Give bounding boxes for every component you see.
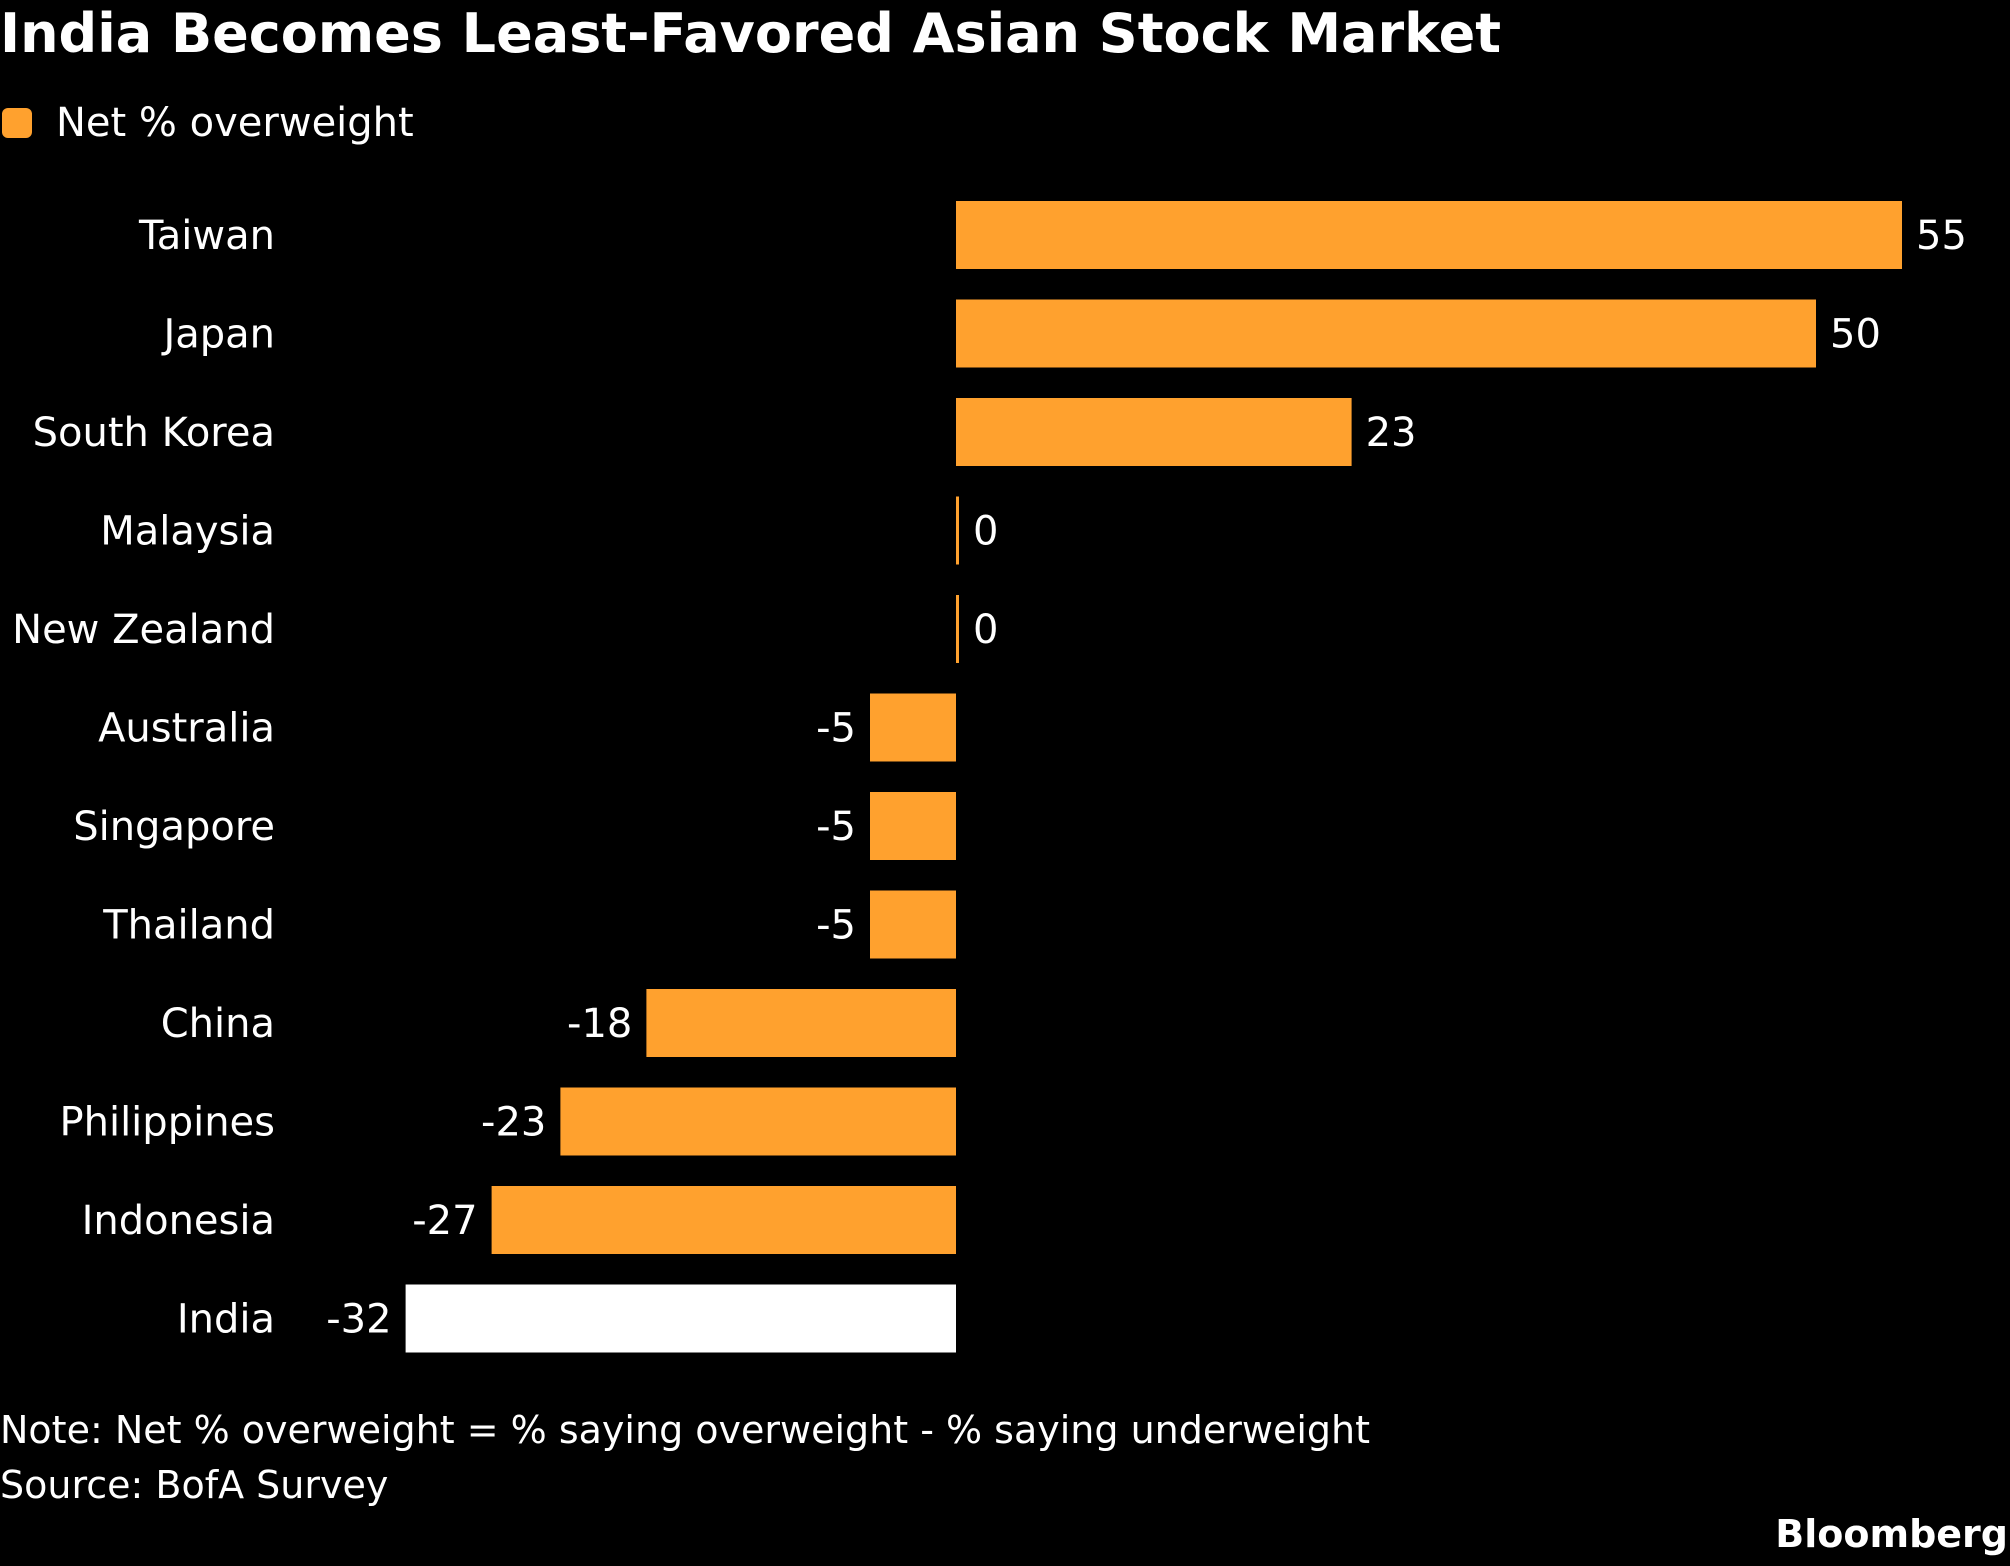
value-label-singapore: -5	[816, 804, 856, 850]
bar-singapore	[870, 792, 956, 860]
value-label-thailand: -5	[816, 903, 856, 949]
bar-thailand	[870, 890, 956, 959]
bar-chart: Taiwan 55 Japan 50 South Korea 23 Malaysia 0 New…	[12, 201, 1967, 1353]
bar-japan	[956, 299, 1816, 368]
bar-malaysia	[956, 496, 959, 565]
value-label-philippines: -23	[481, 1100, 546, 1146]
category-label-taiwan: Taiwan	[138, 213, 275, 259]
category-label-new-zealand: New Zealand	[12, 607, 275, 653]
category-label-thailand: Thailand	[102, 903, 275, 949]
legend: Net % overweight	[2, 100, 414, 146]
value-label-india: -32	[326, 1297, 391, 1343]
bar-new-zealand	[956, 595, 959, 663]
category-label-india: India	[177, 1297, 275, 1343]
value-label-australia: -5	[816, 706, 856, 752]
bar-india	[405, 1284, 957, 1353]
category-label-south-korea: South Korea	[33, 410, 275, 456]
chart-note: Note: Net % overweight = % saying overwe…	[0, 1408, 1371, 1452]
category-label-australia: Australia	[98, 706, 275, 752]
bar-taiwan	[956, 201, 1902, 269]
value-label-south-korea: 23	[1366, 410, 1417, 456]
chart-title: India Becomes Least-Favored Asian Stock …	[0, 2, 1502, 65]
bar-china	[646, 989, 956, 1057]
value-label-taiwan: 55	[1916, 213, 1967, 259]
value-label-japan: 50	[1830, 312, 1881, 358]
category-label-indonesia: Indonesia	[82, 1198, 275, 1244]
legend-label: Net % overweight	[56, 100, 414, 146]
bar-philippines	[560, 1087, 956, 1156]
category-label-china: China	[161, 1001, 275, 1047]
category-label-japan: Japan	[160, 312, 275, 358]
bloomberg-logo: Bloomberg	[1775, 1512, 2008, 1556]
value-label-china: -18	[567, 1001, 632, 1047]
value-label-new-zealand: 0	[973, 607, 998, 653]
chart-source: Source: BofA Survey	[0, 1463, 389, 1507]
value-label-indonesia: -27	[412, 1198, 477, 1244]
category-label-singapore: Singapore	[73, 804, 275, 850]
bar-indonesia	[491, 1186, 956, 1254]
bar-australia	[870, 693, 956, 762]
category-label-philippines: Philippines	[59, 1100, 275, 1146]
category-label-malaysia: Malaysia	[100, 509, 275, 555]
value-label-malaysia: 0	[973, 509, 998, 555]
bar-south-korea	[956, 398, 1352, 466]
legend-swatch	[2, 108, 32, 138]
